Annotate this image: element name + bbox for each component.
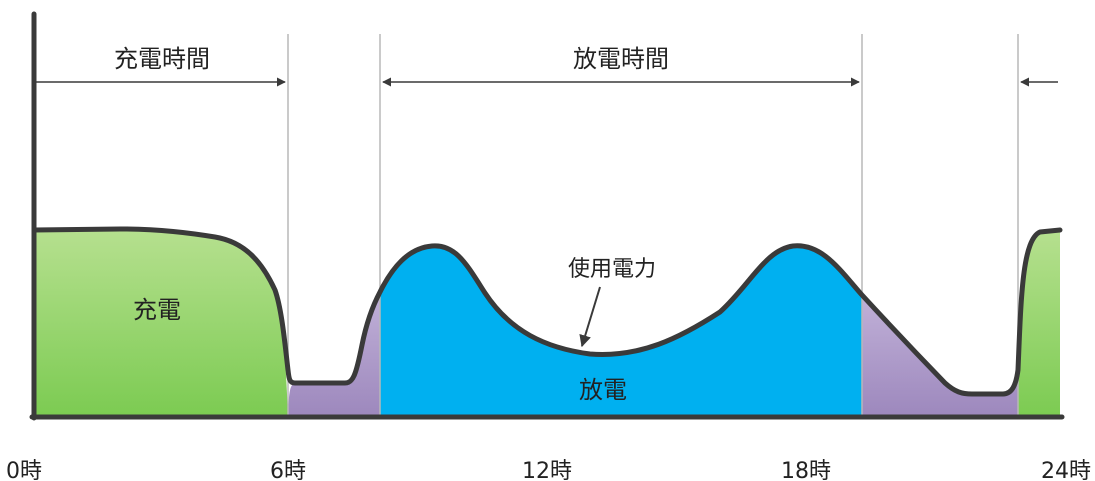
power-usage-pointer [579, 286, 601, 348]
x-tick-18: 18時 [781, 459, 831, 481]
x-tick-12: 12時 [522, 459, 572, 481]
charge-region-left [34, 229, 288, 416]
x-tick-24: 24時 [1041, 459, 1091, 481]
x-tick-6: 6時 [270, 459, 306, 481]
discharge-region-label: 放電 [579, 376, 627, 404]
discharge-region [380, 245, 862, 416]
idle-region-late [862, 295, 1018, 416]
discharge-time-label: 放電時間 [573, 45, 669, 73]
power-usage-curve [31, 226, 1063, 397]
x-tick-0: 0時 [6, 459, 42, 481]
charge-region-right [1018, 230, 1060, 416]
charge-time-label: 充電時間 [114, 45, 210, 73]
power-usage-label: 使用電力 [568, 257, 656, 282]
charge-region-label: 充電 [133, 296, 181, 324]
idle-region-early [288, 292, 380, 416]
